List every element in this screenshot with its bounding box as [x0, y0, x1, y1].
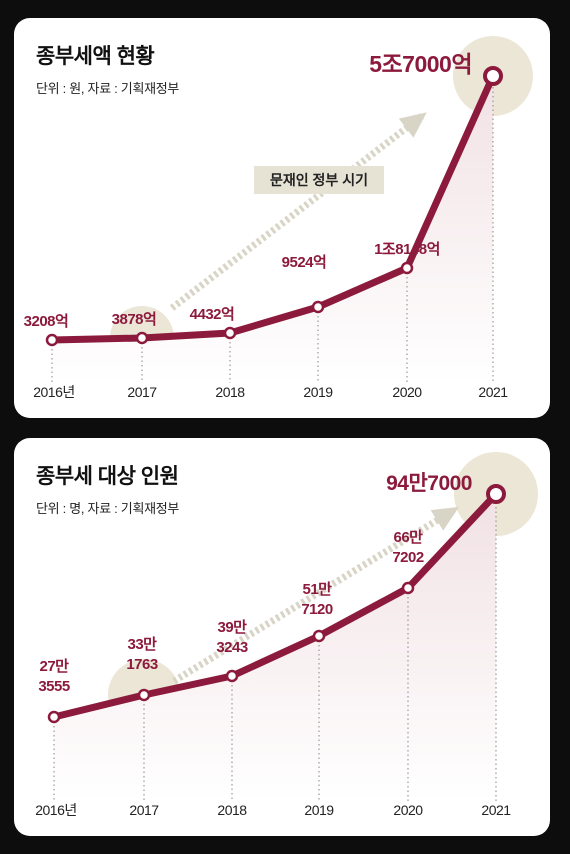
- data-point: [225, 669, 239, 683]
- chart-panel-tax-amount: 종부세액 현황 단위 : 원, 자료 : 기획재정부 문재인 정부 시기 3208…: [14, 18, 550, 418]
- data-label-line: 5조7000억: [369, 51, 472, 77]
- chart-title: 종부세액 현황: [36, 45, 155, 68]
- x-tick-label: 2019: [303, 384, 333, 400]
- data-label: 3208억: [24, 312, 69, 330]
- data-label-line: 7202: [392, 549, 424, 566]
- trend-arrow-head: [430, 506, 460, 531]
- data-label-line: 1763: [126, 656, 158, 673]
- data-label-line: 7120: [301, 601, 333, 618]
- data-label: 33만 1763: [126, 636, 158, 673]
- data-label: 94만7000: [386, 472, 472, 495]
- data-label-line: 39만: [218, 619, 248, 636]
- data-point: [47, 710, 61, 724]
- x-tick-label: 2016년: [33, 384, 75, 400]
- data-label-line: 4432억: [190, 305, 235, 323]
- trend-arrow-shaft: [172, 507, 456, 684]
- data-label-line: 1조8148억: [374, 240, 440, 258]
- x-tick-label: 2021: [478, 384, 508, 400]
- data-label-line: 3208억: [24, 312, 69, 330]
- x-tick-label: 2019: [304, 802, 334, 818]
- data-label: 5조7000억: [369, 51, 472, 77]
- chart-subtitle: 단위 : 원, 자료 : 기획재정부: [36, 81, 180, 96]
- x-tick-label: 2021: [481, 802, 511, 818]
- data-label-line: 3555: [38, 678, 70, 695]
- data-label: 27만 3555: [38, 658, 70, 695]
- chart-title: 종부세 대상 인원: [36, 465, 179, 488]
- data-label-line: 3243: [216, 639, 248, 656]
- area-fill: [54, 494, 496, 801]
- x-tick-label: 2017: [129, 802, 159, 818]
- data-point: [400, 261, 414, 275]
- data-label-line: 9524억: [282, 253, 327, 271]
- area-fill: [52, 76, 493, 383]
- chart-panel-taxpayers: 종부세 대상 인원 단위 : 명, 자료 : 기획재정부 27만 3555 33만 1…: [14, 438, 550, 836]
- x-tick-label: 2018: [217, 802, 247, 818]
- annotation-label: 문재인 정부 시기: [270, 172, 368, 188]
- data-point: [223, 326, 237, 340]
- x-tick-label: 2020: [392, 384, 422, 400]
- series-line: [50, 490, 500, 721]
- annotation-box: [254, 166, 384, 194]
- data-label: 66만 7202: [392, 529, 424, 566]
- x-tick-label: 2016년: [35, 802, 77, 818]
- data-point: [135, 331, 149, 345]
- data-label-line: 27만: [40, 658, 70, 675]
- data-label: 9524억: [282, 253, 327, 271]
- trend-arrow-head: [398, 112, 427, 138]
- data-point: [483, 66, 503, 86]
- trend-arrow-shaft: [169, 113, 425, 311]
- chart-subtitle: 단위 : 명, 자료 : 기획재정부: [36, 501, 180, 516]
- data-label-line: 3878억: [112, 310, 157, 328]
- data-label-line: 51만: [303, 581, 333, 598]
- data-label: 3878억: [112, 310, 157, 328]
- data-label-line: 33만: [128, 636, 158, 653]
- data-label: 51만 7120: [301, 581, 333, 618]
- x-tick-label: 2018: [215, 384, 245, 400]
- data-label-line: 94만7000: [386, 472, 472, 495]
- data-point: [401, 581, 415, 595]
- data-label-line: 66만: [394, 529, 424, 546]
- line-chart-taxpayers: 27만 3555 33만 1763 39만 3243 51만 7120 66만 7202 94만70…: [35, 452, 538, 818]
- data-label: 1조8148억: [374, 240, 440, 258]
- data-point: [486, 484, 506, 504]
- series-line: [48, 72, 497, 344]
- data-point: [45, 333, 59, 347]
- line-chart-tax-amount: 문재인 정부 시기 3208억 3878억 4432억 9524억 1조8148억 5조70…: [24, 36, 533, 400]
- x-tick-label: 2017: [127, 384, 157, 400]
- data-label: 39만 3243: [216, 619, 248, 656]
- data-point: [312, 629, 326, 643]
- data-point: [311, 300, 325, 314]
- data-label: 4432억: [190, 305, 235, 323]
- data-point: [137, 688, 151, 702]
- x-tick-label: 2020: [393, 802, 423, 818]
